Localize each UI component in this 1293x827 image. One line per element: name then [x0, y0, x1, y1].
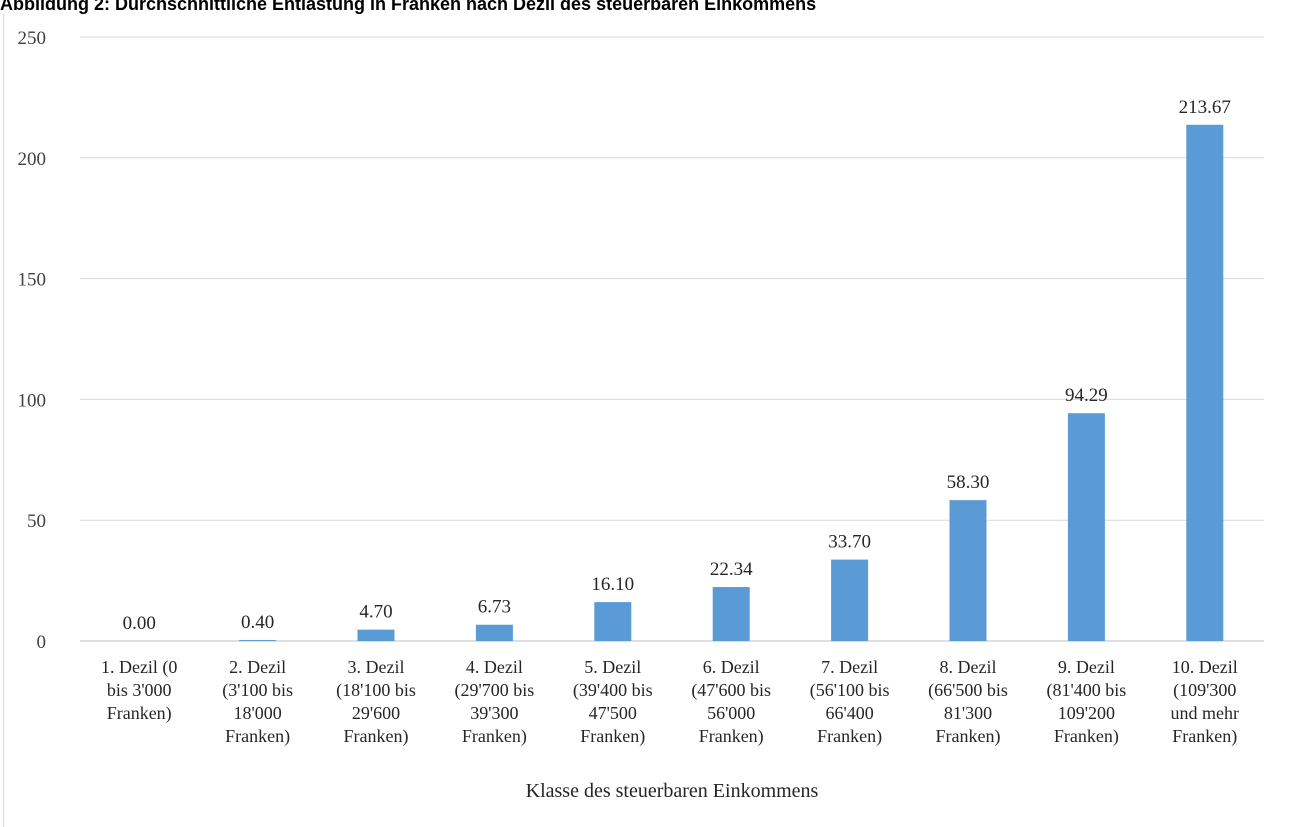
bar-data-label: 4.70 — [359, 602, 392, 623]
bar-data-label: 0.00 — [123, 613, 156, 634]
bar-data-label: 22.34 — [710, 559, 753, 580]
y-axis-ticks: 0 50 100 150 200 250 — [18, 28, 47, 653]
bar — [239, 640, 277, 641]
bar — [475, 624, 513, 641]
bars — [239, 124, 1224, 642]
chart-title: Abbildung 2: Durchschnittliche Entlastun… — [0, 0, 817, 14]
x-category-label: 9. Dezil (81'400 bis 109'200 Franken) — [1047, 657, 1127, 747]
x-category-label: 1. Dezil (0 bis 3'000 Franken) — [101, 657, 177, 724]
x-category-label: 3. Dezil (18'100 bis 29'600 Franken) — [336, 657, 416, 747]
x-axis-categories: 1. Dezil (0 bis 3'000 Franken) 2. Dezil (3'1… — [101, 657, 1239, 747]
bar — [831, 559, 869, 641]
x-category-label: 6. Dezil (47'600 bis 56'000 Franken) — [691, 657, 771, 747]
x-category-label: 10. Dezil (109'300 und mehr Franken) — [1171, 657, 1239, 747]
bar-data-label: 58.30 — [947, 472, 990, 493]
x-category-label: 4. Dezil (29'700 bis 39'300 Franken) — [455, 657, 535, 747]
gridlines — [80, 36, 1264, 642]
bar-data-label: 16.10 — [591, 574, 634, 595]
bar-data-labels: 0.00 0.40 4.70 6.73 16.10 22.34 33.70 58.30 94.2… — [123, 97, 1231, 634]
bar-data-label: 6.73 — [478, 597, 511, 618]
y-tick-label: 0 — [37, 632, 47, 653]
bar-data-label: 0.40 — [241, 612, 274, 633]
x-category-label: 2. Dezil (3'100 bis 18'000 Franken) — [222, 657, 293, 747]
bar — [1067, 413, 1105, 641]
y-tick-label: 150 — [18, 270, 47, 291]
bar — [1186, 124, 1224, 642]
bar — [712, 587, 750, 641]
y-tick-label: 200 — [18, 149, 47, 170]
bar — [594, 602, 632, 641]
y-tick-label: 250 — [18, 28, 47, 49]
x-axis-title: Klasse des steuerbaren Einkommens — [526, 780, 819, 802]
bar-data-label: 213.67 — [1179, 97, 1231, 118]
bar — [357, 629, 395, 641]
y-tick-label: 50 — [27, 511, 46, 532]
chart-frame — [3, 14, 1293, 827]
x-category-label: 7. Dezil (56'100 bis 66'400 Franken) — [810, 657, 890, 747]
bar-data-label: 94.29 — [1065, 385, 1108, 406]
x-category-label: 8. Dezil (66'500 bis 81'300 Franken) — [928, 657, 1008, 747]
x-category-label: 5. Dezil (39'400 bis 47'500 Franken) — [573, 657, 653, 747]
bar — [949, 500, 987, 641]
bar-data-label: 33.70 — [828, 532, 871, 553]
y-tick-label: 100 — [18, 390, 47, 411]
